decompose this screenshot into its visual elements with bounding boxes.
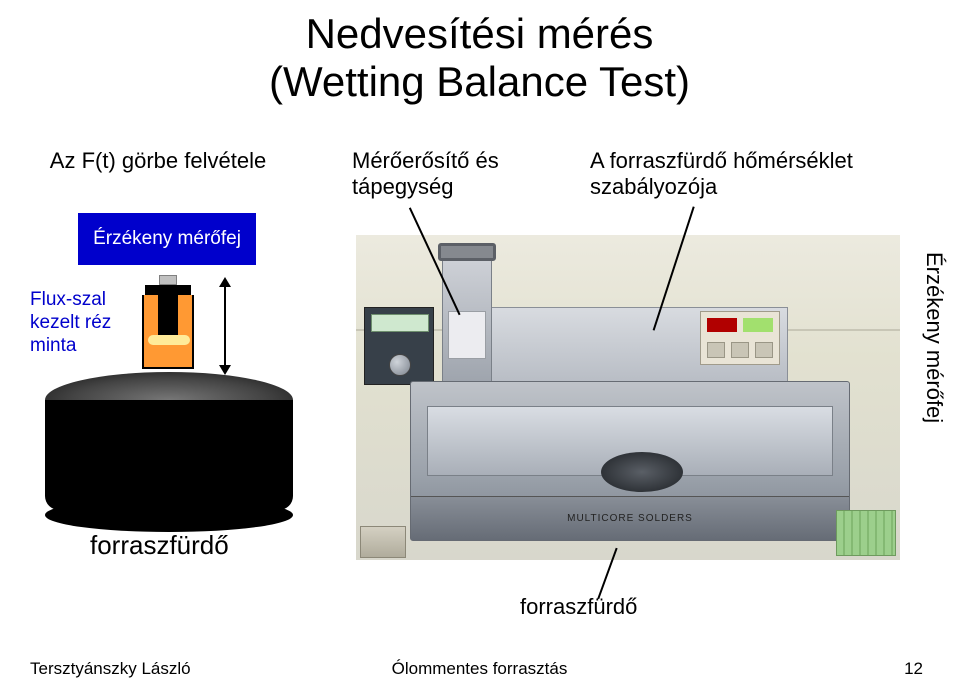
motion-arrow-shaft xyxy=(224,284,226,368)
solder-bath-left-caption: forraszfürdő xyxy=(90,530,229,561)
slide: Nedvesítési mérés (Wetting Balance Test)… xyxy=(0,0,959,693)
title-line1: Nedvesítési mérés xyxy=(306,10,654,57)
solder-pot-icon xyxy=(601,452,683,492)
flux-line2: kezelt réz xyxy=(30,312,111,333)
flux-sample-caption: Flux-szal kezelt réz minta xyxy=(30,289,130,357)
solder-bath-bottom-icon xyxy=(45,498,293,532)
sample-holder-icon xyxy=(159,275,177,285)
sensor-head-vertical-caption: Érzékeny mérőfej xyxy=(921,252,947,423)
temp-line1: A forraszfürdő hőmérséklet xyxy=(590,148,853,173)
copper-sample-icon xyxy=(158,295,178,337)
sample-rack xyxy=(836,510,896,556)
sensor-tower-label-plate xyxy=(448,311,486,359)
amplifier-caption: Mérőerősítő és tápegység xyxy=(352,148,532,201)
sensor-head-box: Érzékeny mérőfej xyxy=(78,213,256,265)
temperature-controller-caption: A forraszfürdő hőmérséklet szabályozója xyxy=(590,148,890,201)
controller-buttons xyxy=(707,342,773,358)
motion-arrow-down-icon xyxy=(219,365,231,375)
psu-display xyxy=(371,314,429,332)
solder-bath-right-caption: forraszfürdő xyxy=(520,594,637,620)
amplifier-line1: Mérőerősítő és xyxy=(352,148,499,173)
equipment-photo: MULTICORE SOLDERS xyxy=(356,235,900,560)
flux-line1: Flux-szal xyxy=(30,289,106,310)
wetting-balance-machine: MULTICORE SOLDERS xyxy=(410,381,850,541)
controller-display-green xyxy=(743,318,773,332)
solder-bath-body-icon xyxy=(45,400,293,510)
flux-surface-icon xyxy=(148,335,190,345)
flux-line3: minta xyxy=(30,335,76,356)
controller-display-red xyxy=(707,318,737,332)
psu-knob-icon xyxy=(389,354,411,376)
amplifier-line2: tápegység xyxy=(352,174,454,199)
sensor-head-label: Érzékeny mérőfej xyxy=(93,228,241,250)
sample-clamp-icon xyxy=(145,285,191,295)
temp-line2: szabályozója xyxy=(590,174,717,199)
flux-beaker-icon xyxy=(142,295,194,369)
machine-brand-plate: MULTICORE SOLDERS xyxy=(411,496,849,540)
machine-brand-text: MULTICORE SOLDERS xyxy=(567,513,693,524)
footer-page-number: 12 xyxy=(904,659,923,679)
temperature-controller-unit xyxy=(700,311,780,365)
curve-caption: Az F(t) görbe felvétele xyxy=(28,148,288,174)
footer-title: Ólommentes forrasztás xyxy=(0,659,959,679)
power-supply-unit xyxy=(364,307,434,385)
motion-arrow-up-icon xyxy=(219,277,231,287)
title-line2: (Wetting Balance Test) xyxy=(269,58,690,105)
sensor-tower-cap xyxy=(438,243,496,261)
slide-title: Nedvesítési mérés (Wetting Balance Test) xyxy=(0,10,959,107)
bench-clutter xyxy=(360,526,406,558)
